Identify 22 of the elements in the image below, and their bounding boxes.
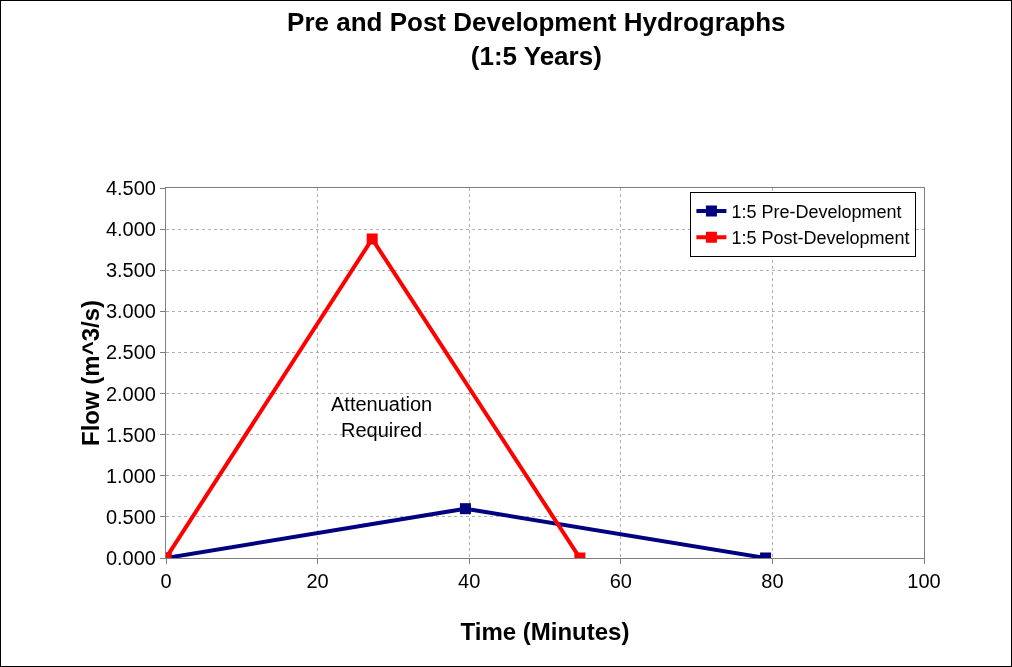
y-tick-label: 1.500: [105, 423, 156, 446]
y-tick-label: 4.500: [105, 177, 156, 199]
x-axis-title: Time (Minutes): [460, 618, 630, 645]
y-tick-label: 4.000: [105, 218, 156, 241]
y-tick-label: 0.500: [105, 505, 156, 528]
x-tick-label: 0: [160, 570, 172, 592]
x-tick-label: 100: [907, 570, 941, 592]
x-tick-label: 40: [458, 570, 481, 592]
y-axis-title: Flow (m^3/s): [76, 299, 104, 447]
y-tick-label: 3.000: [105, 300, 156, 323]
y-tick-label: 3.500: [105, 259, 156, 282]
y-tick-label: 0.000: [105, 547, 156, 569]
y-tick-label: 2.500: [105, 341, 156, 364]
legend-label: 1:5 Post-Development: [731, 228, 910, 249]
y-tick-label: 1.000: [105, 464, 156, 487]
y-tick-label: 2.000: [105, 382, 156, 405]
x-tick-label: 20: [306, 570, 329, 592]
x-tick-label: 80: [761, 570, 784, 592]
annotation: Attenuation Required: [331, 393, 433, 441]
legend-label: 1:5 Pre-Development: [731, 201, 902, 222]
x-tick-label: 60: [609, 570, 632, 592]
chart-title: Pre and Post Development Hydrographs (1:5 Years): [287, 6, 786, 71]
